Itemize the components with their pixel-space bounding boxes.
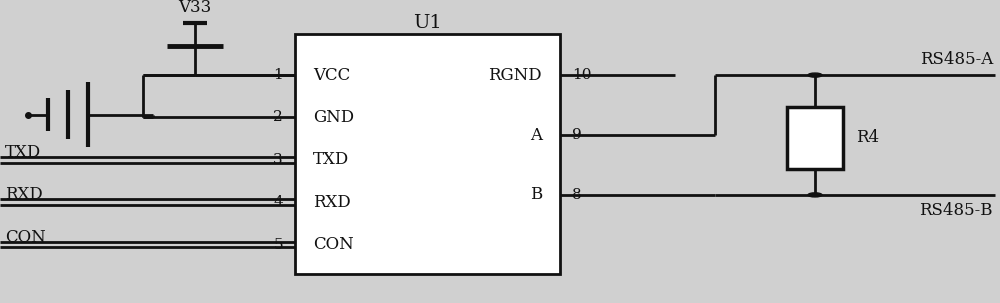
Text: 3: 3 bbox=[273, 153, 283, 167]
Text: B: B bbox=[530, 186, 542, 203]
Text: 9: 9 bbox=[572, 128, 582, 142]
Text: RGND: RGND bbox=[488, 67, 542, 84]
Text: 5: 5 bbox=[273, 238, 283, 251]
Circle shape bbox=[808, 193, 822, 197]
Text: 2: 2 bbox=[273, 111, 283, 125]
Text: RXD: RXD bbox=[5, 186, 43, 203]
Text: TXD: TXD bbox=[313, 151, 349, 168]
Text: CON: CON bbox=[5, 229, 46, 246]
Text: V33: V33 bbox=[178, 0, 212, 16]
Text: R4: R4 bbox=[856, 129, 879, 146]
Text: 8: 8 bbox=[572, 188, 582, 202]
Bar bbox=[787, 107, 843, 168]
Text: 10: 10 bbox=[572, 68, 592, 82]
Bar bbox=[295, 34, 560, 274]
Text: TXD: TXD bbox=[5, 144, 41, 161]
Circle shape bbox=[808, 73, 822, 77]
Text: RXD: RXD bbox=[313, 194, 351, 211]
Text: 4: 4 bbox=[273, 195, 283, 209]
Text: RS485-A: RS485-A bbox=[920, 51, 993, 68]
Text: GND: GND bbox=[313, 109, 354, 126]
Text: U1: U1 bbox=[413, 14, 442, 32]
Text: RS485-B: RS485-B bbox=[920, 202, 993, 219]
Text: VCC: VCC bbox=[313, 67, 350, 84]
Text: CON: CON bbox=[313, 236, 354, 253]
Text: A: A bbox=[530, 127, 542, 144]
Text: 1: 1 bbox=[273, 68, 283, 82]
